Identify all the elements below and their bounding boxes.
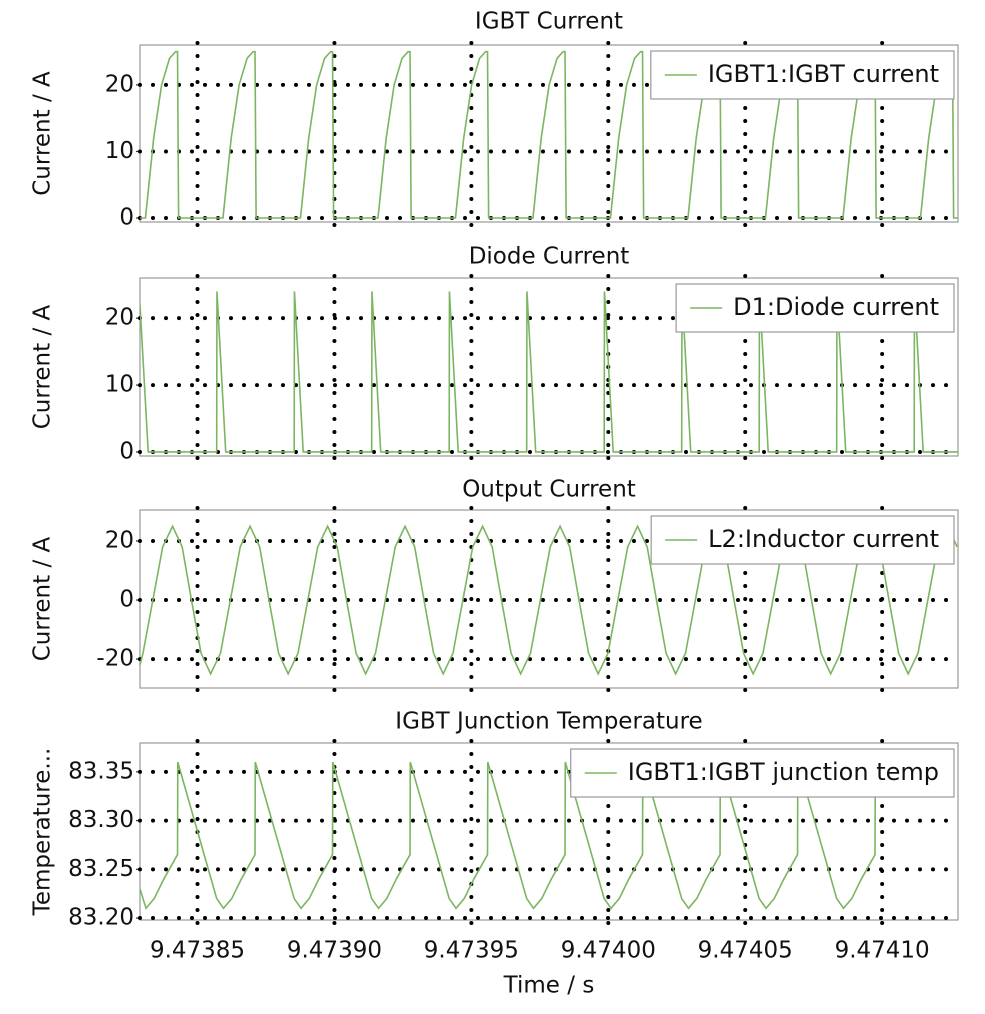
y-tick-label: 10 — [105, 372, 134, 398]
y-tick-label: 0 — [119, 587, 134, 613]
legend-label: IGBT1:IGBT current — [708, 60, 939, 88]
chart-title: Output Current — [462, 477, 636, 503]
y-tick-label: 83.35 — [68, 758, 134, 784]
y-axis-label: Temperature... — [30, 748, 56, 917]
x-tick-label: 9.47395 — [424, 938, 519, 964]
y-tick-label: 83.30 — [68, 807, 134, 833]
y-tick-label: 20 — [105, 71, 134, 97]
y-tick-label: 10 — [105, 138, 134, 164]
x-tick-label: 9.47410 — [835, 938, 930, 964]
plot-lines — [140, 291, 958, 453]
y-tick-label: -20 — [96, 646, 134, 672]
data-line — [140, 291, 958, 453]
legend-box — [570, 748, 955, 798]
x-axis-label: Time / s — [503, 973, 595, 999]
data-line — [140, 760, 915, 910]
legend: L2:Inductor current — [650, 515, 955, 565]
legend-box — [675, 283, 955, 333]
legend-box — [650, 515, 955, 565]
x-tick-label: 9.47390 — [287, 938, 382, 964]
data-line — [140, 50, 958, 219]
y-tick-label: 20 — [105, 527, 134, 553]
chart-title: Diode Current — [469, 244, 630, 270]
legend-label: IGBT1:IGBT junction temp — [628, 758, 939, 786]
plot-lines — [140, 760, 915, 910]
legend: IGBT1:IGBT current — [650, 50, 955, 100]
legend-box — [650, 50, 955, 100]
y-tick-label: 20 — [105, 305, 134, 331]
data-line — [140, 524, 958, 676]
y-tick-label: 0 — [119, 205, 134, 231]
y-axis-label: Current / A — [30, 304, 56, 429]
y-axis-label: Current / A — [30, 71, 56, 196]
y-tick-label: 83.25 — [68, 856, 134, 882]
legend-label: L2:Inductor current — [708, 525, 939, 553]
x-tick-label: 9.47385 — [150, 938, 245, 964]
legend: D1:Diode current — [675, 283, 955, 333]
x-tick-label: 9.47400 — [561, 938, 656, 964]
chart-title: IGBT Junction Temperature — [395, 709, 702, 735]
y-tick-label: 0 — [119, 438, 134, 464]
plot-lines — [140, 50, 958, 219]
plot-lines — [140, 524, 958, 676]
legend-label: D1:Diode current — [733, 293, 939, 321]
y-axis-label: Current / A — [30, 536, 56, 661]
y-tick-label: 83.20 — [68, 905, 134, 931]
chart-title: IGBT Current — [475, 9, 623, 35]
legend: IGBT1:IGBT junction temp — [570, 748, 955, 798]
x-tick-label: 9.47405 — [698, 938, 793, 964]
